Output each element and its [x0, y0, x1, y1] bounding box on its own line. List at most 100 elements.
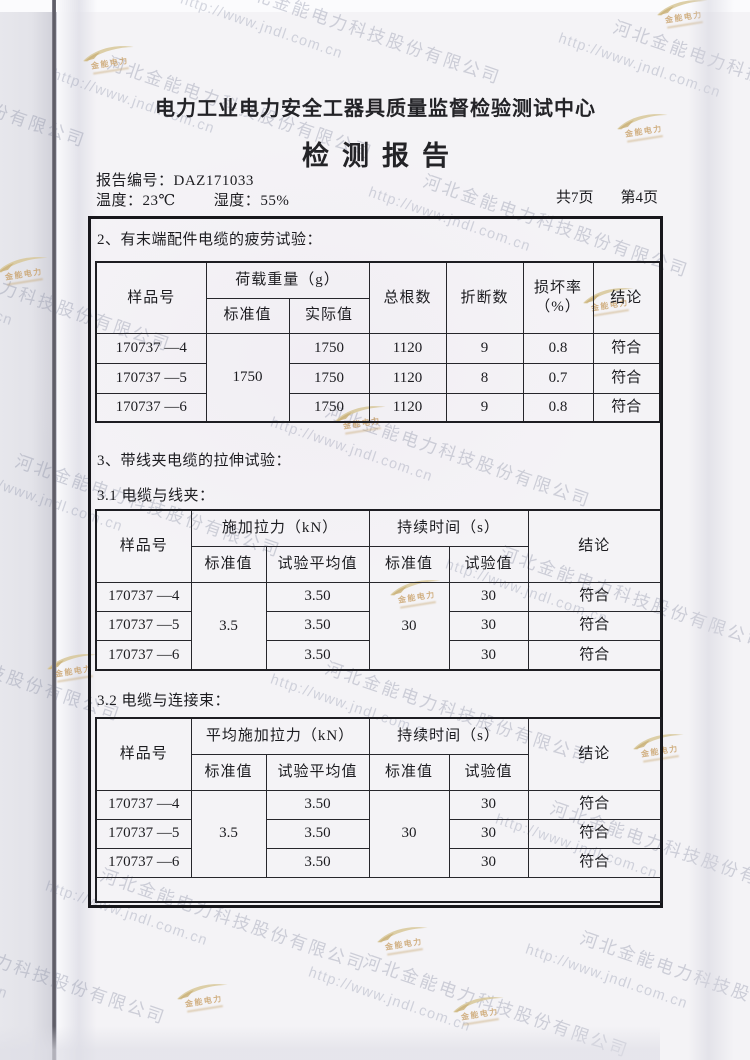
table-row: 170737 —4 1750 1750 1120 9 0.8 符合: [95, 332, 661, 423]
subheader-row: 标准值 试验平均值 标准值 试验值: [96, 753, 661, 791]
table-row: 170737 —4 3.5 3.50 30 30 符合: [95, 581, 662, 671]
average-applied-force-header: 平均施加拉力（kN）: [190, 717, 370, 755]
empty-row: [95, 876, 662, 903]
standard-load-cell: 1750: [205, 332, 290, 423]
report-number-line: 报告编号：DAZ171033: [96, 169, 254, 190]
table-row: 170737 —5 3.50 30 符合: [95, 610, 662, 641]
temperature-label: 温度：: [96, 193, 143, 209]
conclusion-header: 结论: [592, 261, 661, 334]
test-average-cell: 3.50: [265, 581, 370, 612]
load-weight-header: 荷载重量（g）: [205, 261, 370, 299]
humidity-label: 湿度：: [213, 193, 261, 209]
standard-value-header: 标准值: [205, 297, 290, 334]
subheader-row: 标准值 试验平均值 标准值 试验值: [96, 545, 661, 583]
total-strands-header: 总根数: [368, 261, 447, 334]
test-average-cell: 3.50: [265, 789, 370, 820]
sample-id-cell: 170737 —4: [95, 789, 192, 820]
total-strands-cell: 1120: [368, 392, 447, 423]
total-strands-cell: 1120: [368, 362, 447, 394]
conclusion-header: 结论: [527, 717, 662, 791]
standard-force-cell: 3.5: [190, 789, 267, 878]
standard-value-header: 标准值: [190, 545, 267, 583]
header-row: 样品号 施加拉力（kN） 持续时间（s） 结论: [95, 509, 662, 583]
table-row: 170737 —6 1750 1120 9 0.8 符合: [95, 392, 661, 423]
test-average-cell: 3.50: [265, 818, 370, 849]
cable-bundle-tension-table: 样品号 平均施加拉力（kN） 持续时间（s） 结论 标准值 试验平均值 标准值 …: [95, 717, 662, 903]
sample-id-header: 样品号: [95, 509, 192, 583]
actual-load-cell: 1750: [288, 332, 370, 364]
section3-title: 3、带线夹电缆的拉伸试验：: [97, 453, 292, 469]
test-time-cell: 30: [448, 639, 529, 671]
fatigue-test-table: 样品号 荷载重量（g） 总根数 折断数 损坏率 （%） 结论 标准值 实际值 1…: [95, 261, 662, 423]
report-number-label: 报告编号：: [96, 173, 174, 189]
conclusion-cell: 符合: [527, 610, 662, 641]
conclusion-cell: 符合: [527, 818, 662, 849]
table-row: 170737 —4 3.5 3.50 30 30 符合: [95, 789, 662, 878]
broken-strands-cell: 8: [445, 362, 524, 394]
standard-force-cell: 3.5: [190, 581, 267, 671]
sample-id-cell: 170737 —6: [95, 847, 192, 878]
humidity-value: 55%: [260, 193, 290, 209]
section3-1-title: 3.1 电缆与线夹：: [97, 488, 215, 504]
section2-title: 2、有末端配件电缆的疲劳试验：: [97, 232, 323, 248]
test-time-cell: 30: [448, 818, 529, 849]
header-row: 样品号 荷载重量（g） 总根数 折断数 损坏率 （%） 结论: [95, 261, 661, 334]
conclusion-cell: 符合: [527, 639, 662, 671]
report-title: 检测报告: [302, 141, 462, 171]
test-time-cell: 30: [448, 847, 529, 878]
report-number-value: DAZ171033: [173, 173, 254, 189]
paper-edge-line: [52, 0, 56, 1060]
empty-row-cell: [95, 876, 662, 903]
time-standard-header: 标准值: [368, 545, 450, 583]
sample-id-cell: 170737 —5: [95, 818, 192, 849]
cable-clamp-tension-table: 样品号 施加拉力（kN） 持续时间（s） 结论 标准值 试验平均值 标准值 试验…: [95, 509, 662, 671]
table-row: 170737 —6 3.50 30 符合: [95, 639, 662, 671]
broken-strands-cell: 9: [445, 392, 524, 423]
duration-header: 持续时间（s）: [368, 509, 529, 547]
sample-id-cell: 170737 —5: [95, 362, 207, 394]
table-row: 170737 —5 1750 1120 8 0.7 符合: [95, 362, 661, 394]
section3-2-title: 3.2 电缆与连接束：: [97, 693, 231, 709]
test-average-cell: 3.50: [265, 639, 370, 671]
test-average-cell: 3.50: [265, 610, 370, 641]
sample-id-header: 样品号: [95, 261, 207, 334]
subheader-row: 标准值 实际值: [96, 297, 660, 334]
test-average-cell: 3.50: [265, 847, 370, 878]
current-page: 第4页: [620, 190, 659, 206]
header-row: 样品号 平均施加拉力（kN） 持续时间（s） 结论: [95, 717, 662, 791]
damage-rate-header: 损坏率 （%）: [522, 261, 594, 334]
temperature-value: 23℃: [142, 193, 176, 209]
test-time-cell: 30: [448, 581, 529, 612]
actual-load-cell: 1750: [288, 392, 370, 423]
sample-id-cell: 170737 —5: [95, 610, 192, 641]
table-row: 170737 —6 3.50 30 符合: [95, 847, 662, 878]
time-test-header: 试验值: [448, 753, 529, 791]
conclusion-cell: 符合: [592, 362, 661, 394]
total-pages: 共7页: [556, 190, 594, 206]
test-time-cell: 30: [448, 789, 529, 820]
broken-strands-header: 折断数: [445, 261, 524, 334]
environment-line: 温度：23℃ 湿度：55%: [96, 189, 289, 210]
test-average-header: 试验平均值: [265, 545, 370, 583]
test-time-cell: 30: [448, 610, 529, 641]
applied-force-header: 施加拉力（kN）: [190, 509, 370, 547]
damage-rate-cell: 0.8: [522, 392, 594, 423]
standard-time-cell: 30: [368, 789, 450, 878]
time-standard-header: 标准值: [368, 753, 450, 791]
sample-id-cell: 170737 —6: [95, 392, 207, 423]
damage-rate-cell: 0.8: [522, 332, 594, 364]
conclusion-header: 结论: [527, 509, 662, 583]
conclusion-cell: 符合: [592, 392, 661, 423]
time-test-header: 试验值: [448, 545, 529, 583]
sample-id-cell: 170737 —4: [95, 332, 207, 364]
broken-strands-cell: 9: [445, 332, 524, 364]
org-title: 电力工业电力安全工器具质量监督检验测试中心: [155, 98, 596, 120]
test-average-header: 试验平均值: [265, 753, 370, 791]
standard-value-header: 标准值: [190, 753, 267, 791]
page-info: 共7页 第4页: [556, 186, 658, 207]
conclusion-cell: 符合: [527, 847, 662, 878]
actual-value-header: 实际值: [288, 297, 370, 334]
sample-id-header: 样品号: [95, 717, 192, 791]
conclusion-cell: 符合: [592, 332, 661, 364]
